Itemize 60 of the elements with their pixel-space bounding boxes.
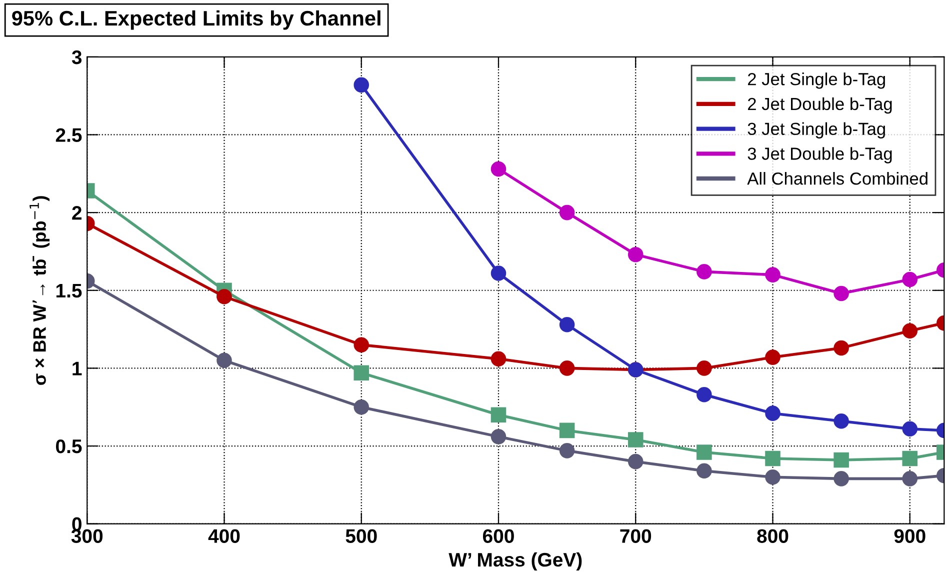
x-tick-label: 800: [757, 529, 788, 543]
x-tick-label: 600: [482, 529, 514, 543]
point: [696, 387, 712, 402]
point: [628, 246, 644, 262]
y-tick-label: 3: [72, 50, 82, 64]
point: [490, 351, 506, 366]
point: [696, 264, 712, 280]
legend-label: 3 Jet Single b-Tag: [748, 122, 885, 138]
point: [902, 272, 918, 288]
point: [902, 471, 918, 486]
legend-label: 3 Jet Double b-Tag: [748, 147, 892, 164]
point: [628, 432, 644, 448]
point: [490, 407, 506, 423]
y-tick-label: 2.5: [56, 128, 82, 142]
point: [559, 360, 575, 376]
legend-label: All Channels Combined: [747, 172, 928, 185]
point: [765, 350, 780, 365]
y-tick-label: 1: [72, 362, 82, 376]
point: [354, 337, 370, 352]
point: [354, 365, 370, 380]
point: [490, 161, 506, 177]
point: [902, 450, 918, 466]
point: [696, 444, 712, 460]
legend-label: 2 Jet Double b-Tag: [748, 97, 892, 114]
point: [559, 316, 575, 332]
point: [834, 452, 849, 468]
point: [628, 454, 644, 470]
x-tick-label: 700: [620, 529, 652, 543]
point: [559, 204, 575, 220]
x-tick-label: 900: [894, 529, 926, 543]
point: [765, 406, 780, 421]
point: [834, 286, 849, 302]
x-tick-label: 300: [71, 529, 103, 543]
point: [354, 77, 370, 93]
point: [902, 323, 918, 338]
point: [834, 340, 849, 356]
point: [696, 463, 712, 479]
point: [216, 288, 232, 304]
x-axis-title: W’ Mass (GeV): [448, 552, 582, 570]
point: [765, 267, 780, 282]
y-tick-label: 2: [72, 206, 82, 220]
legend-label: 2 Jet Single b-Tag: [748, 72, 885, 89]
y-tick-label: 0.5: [56, 439, 82, 454]
chart-title: 95% C.L. Expected Limits by Channel: [12, 10, 380, 30]
point: [490, 429, 506, 444]
y-axis-title: σ × BR W’→ tb̄ (pb$^{−1}$): [30, 196, 50, 385]
y-tick-label: 1.5: [56, 284, 82, 298]
point: [902, 421, 918, 437]
point: [765, 450, 780, 466]
point: [490, 266, 506, 281]
x-tick-label: 400: [208, 529, 240, 543]
x-tick-label: 500: [346, 529, 377, 543]
point: [834, 413, 849, 429]
point: [765, 469, 780, 485]
point: [834, 471, 849, 486]
point: [354, 399, 370, 415]
point: [696, 360, 712, 376]
point: [216, 352, 232, 368]
point: [559, 422, 575, 438]
point: [559, 443, 575, 458]
